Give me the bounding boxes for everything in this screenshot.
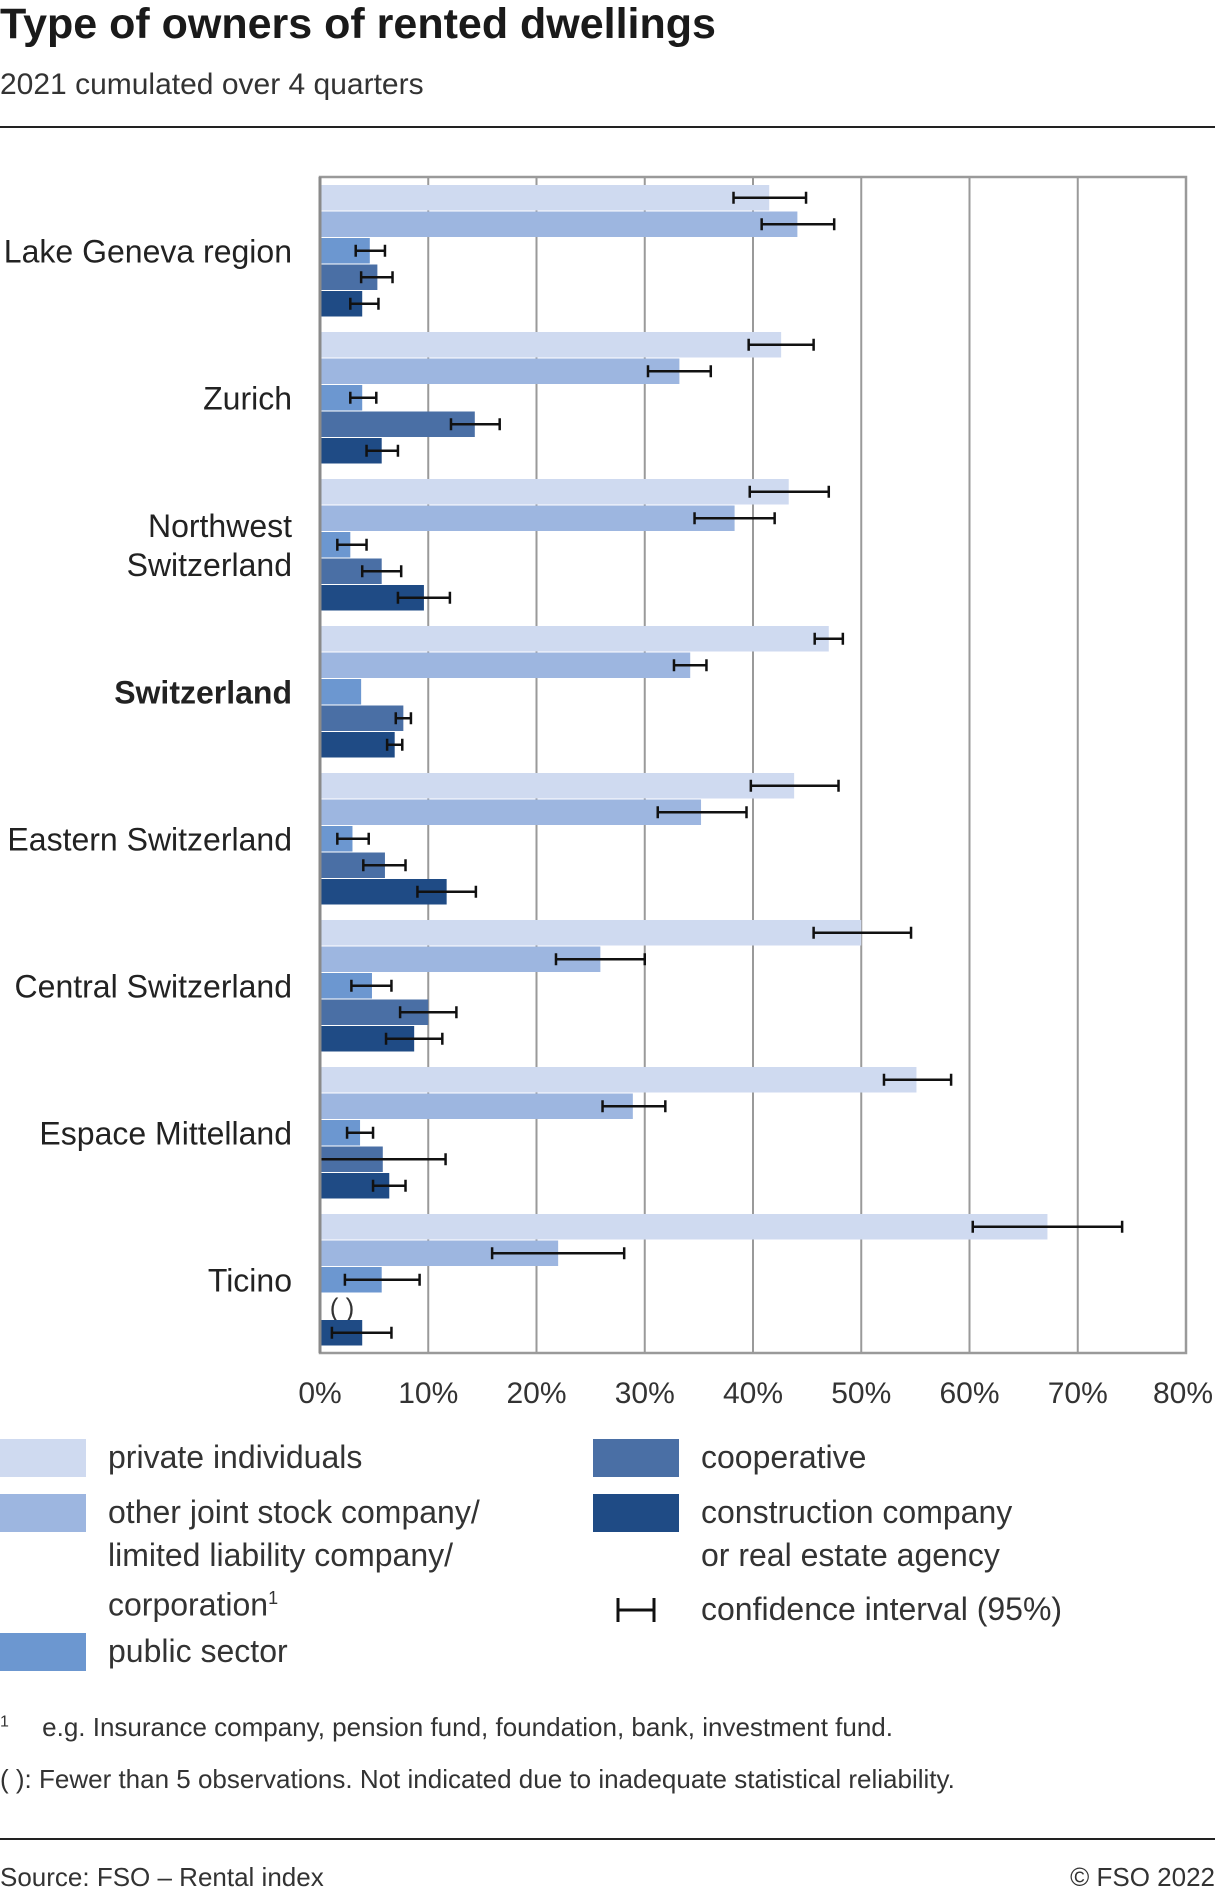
bar [320,920,862,946]
bar [320,732,395,758]
category-label: Switzerland [114,674,292,710]
bar [320,1214,1048,1240]
category-label: Lake Geneva region [4,233,292,269]
legend-swatch-private [0,1439,86,1477]
x-tick-label: 50% [831,1377,891,1410]
footnote-ref: 1 [268,1588,279,1608]
legend-swatch-public-sector [0,1633,86,1671]
category-label: Switzerland [127,547,292,583]
bar [320,1093,633,1119]
bar [320,652,691,678]
category-label: Northwest [148,508,292,544]
legend-label-other-company-line2: limited liability company/ [108,1537,454,1573]
bar [320,946,601,972]
x-tick-label: 30% [615,1377,675,1410]
confidence-interval-icon [616,1598,656,1622]
bar [320,411,475,437]
footnote-mark: 1 [0,1713,9,1731]
footnote-text: e.g. Insurance company, pension fund, fo… [42,1712,893,1742]
category-label: Eastern Switzerland [7,821,292,857]
category-label: Central Switzerland [15,968,292,1004]
legend-label-other-company-line3: corporation1 [108,1586,279,1623]
bar [320,705,404,731]
bar [320,1067,917,1093]
footer-divider [0,1838,1215,1840]
category-label: Espace Mittelland [39,1115,292,1151]
x-tick-label: 60% [939,1377,999,1410]
bar-chart: Lake Geneva regionZurichNorthwestSwitzer… [4,175,1213,1410]
chart-subtitle: 2021 cumulated over 4 quarters [0,68,424,101]
x-tick-label: 0% [298,1377,341,1410]
bar [320,479,789,505]
copyright-text: © FSO 2022 [1070,1862,1215,1892]
legend-swatch-construction [593,1494,679,1532]
header-divider [0,126,1215,128]
legend-label-confidence-interval: confidence interval (95%) [701,1591,1063,1627]
x-tick-label: 70% [1048,1377,1108,1410]
x-tick-label: 20% [506,1377,566,1410]
parens-note: ( ): Fewer than 5 observations. Not indi… [0,1764,955,1794]
bar [320,505,735,531]
chart-title: Type of owners of rented dwellings [0,0,716,48]
x-tick-label: 40% [723,1377,783,1410]
bar [320,358,680,384]
bar [320,773,795,799]
x-tick-label: 80% [1153,1377,1213,1410]
legend-label-construction-line1: construction company [701,1494,1013,1530]
bar [320,626,829,652]
category-label: Ticino [208,1262,292,1298]
legend-label-public-sector: public sector [108,1633,288,1669]
bar [320,211,798,237]
legend-swatch-cooperative [593,1439,679,1477]
bar [320,799,702,825]
legend-label-cooperative: cooperative [701,1439,867,1475]
source-text: Source: FSO – Rental index [0,1862,324,1892]
legend-label-construction-line2: or real estate agency [701,1537,1000,1573]
not-indicated-label: ( ) [330,1292,355,1322]
x-tick-label: 10% [398,1377,458,1410]
legend-label-other-company-line1: other joint stock company/ [108,1494,480,1530]
bar [320,332,782,358]
legend-swatch-other-company [0,1494,86,1532]
footnote: 1 e.g. Insurance company, pension fund, … [0,1712,893,1743]
category-label: Zurich [203,380,292,416]
bar [320,679,362,705]
legend-label-private: private individuals [108,1439,363,1475]
bar [320,185,770,211]
